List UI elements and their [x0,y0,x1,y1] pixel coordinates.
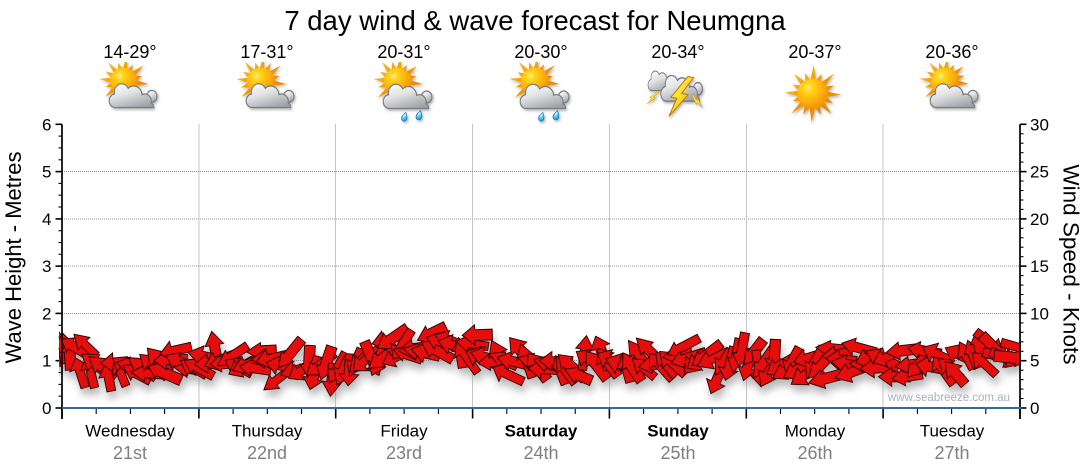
svg-text:Tuesday: Tuesday [920,422,985,441]
svg-text:0: 0 [1030,399,1039,418]
svg-text:27th: 27th [934,443,969,463]
svg-text:7 day wind & wave forecast for: 7 day wind & wave forecast for Neumgna [284,5,786,36]
svg-text:24th: 24th [523,443,558,463]
svg-text:15: 15 [1030,257,1049,276]
svg-text:www.seabreeze.com.au: www.seabreeze.com.au [887,392,1010,404]
svg-text:20-31°: 20-31° [377,42,430,62]
svg-text:20-34°: 20-34° [651,42,704,62]
svg-text:6: 6 [42,115,51,134]
svg-text:Wind Speed - Knots: Wind Speed - Knots [1059,164,1080,364]
svg-text:23rd: 23rd [386,443,422,463]
svg-text:5: 5 [1030,352,1039,371]
svg-text:Thursday: Thursday [232,422,303,441]
svg-text:14-29°: 14-29° [103,42,156,62]
svg-text:Friday: Friday [380,422,428,441]
svg-text:20: 20 [1030,210,1049,229]
svg-text:Saturday: Saturday [505,422,578,441]
svg-text:26th: 26th [797,443,832,463]
svg-text:3: 3 [42,257,51,276]
svg-text:20-37°: 20-37° [788,42,841,62]
svg-text:Wave Height - Metres: Wave Height - Metres [1,152,26,364]
svg-text:5: 5 [42,163,51,182]
svg-text:21st: 21st [113,443,147,463]
svg-text:25: 25 [1030,163,1049,182]
svg-text:Sunday: Sunday [647,422,709,441]
svg-text:17-31°: 17-31° [240,42,293,62]
svg-text:2: 2 [42,304,51,323]
svg-text:Monday: Monday [785,422,846,441]
svg-text:20-30°: 20-30° [514,42,567,62]
svg-text:1: 1 [42,352,51,371]
svg-text:Wednesday: Wednesday [85,422,175,441]
svg-text:22nd: 22nd [247,443,287,463]
svg-text:30: 30 [1030,115,1049,134]
svg-text:4: 4 [42,210,51,229]
svg-text:20-36°: 20-36° [925,42,978,62]
svg-text:25th: 25th [660,443,695,463]
svg-text:0: 0 [42,399,51,418]
svg-text:10: 10 [1030,304,1049,323]
